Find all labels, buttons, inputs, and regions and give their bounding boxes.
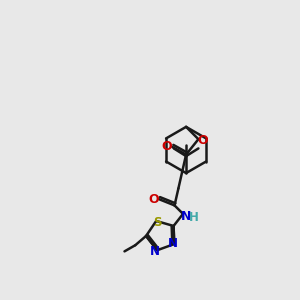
Text: O: O <box>198 134 208 147</box>
Text: O: O <box>161 140 172 153</box>
Text: O: O <box>148 193 159 206</box>
Text: H: H <box>189 211 199 224</box>
Text: N: N <box>168 237 178 250</box>
Text: S: S <box>154 216 162 229</box>
Text: N: N <box>150 244 160 257</box>
Text: N: N <box>181 210 191 223</box>
